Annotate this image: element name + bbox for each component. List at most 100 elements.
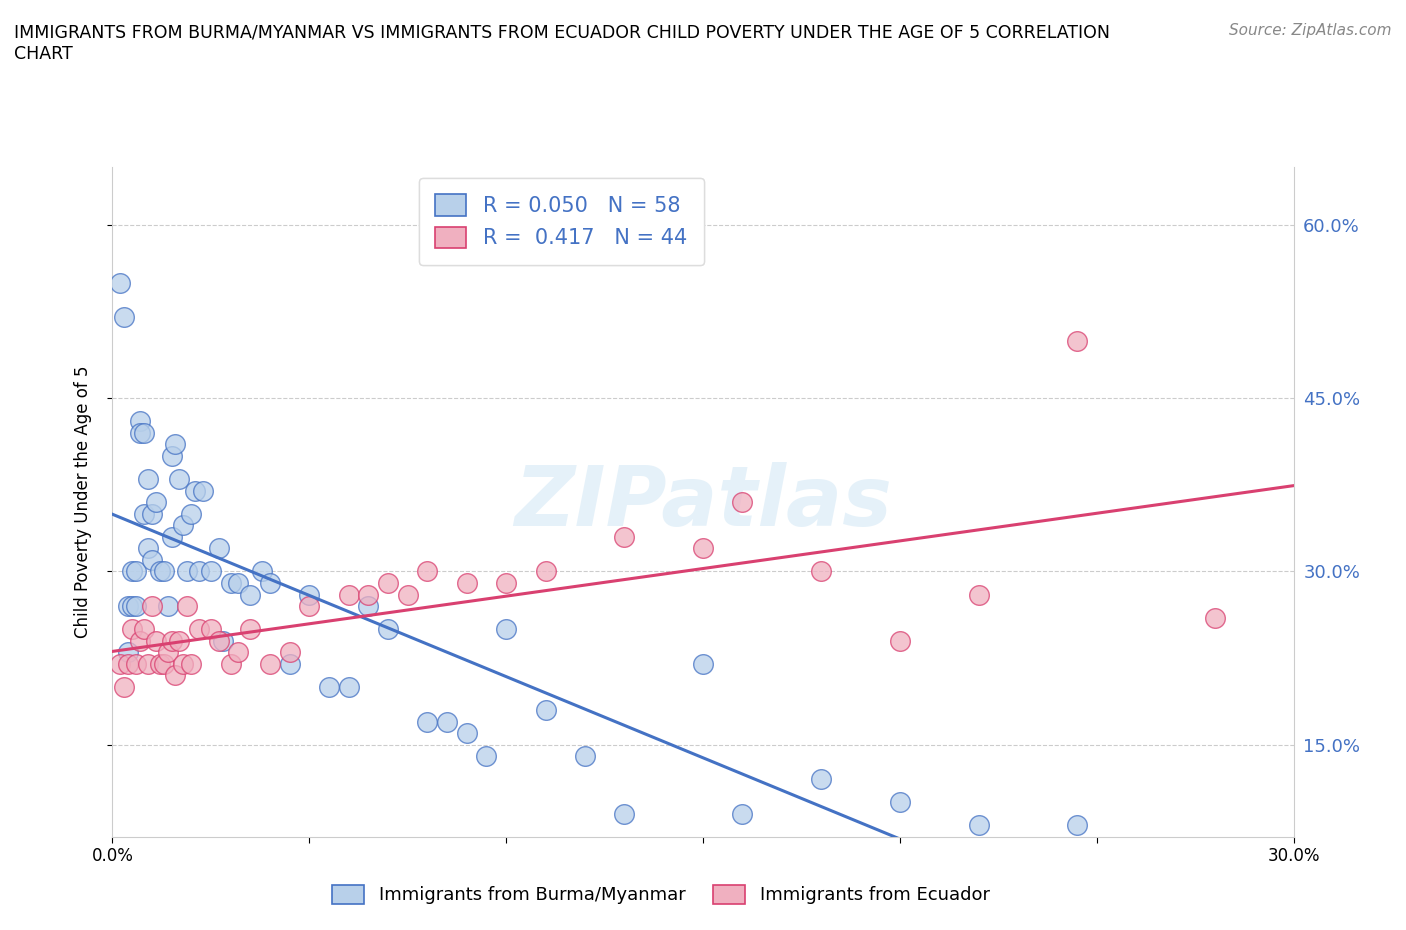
Point xyxy=(165,437,187,452)
Point xyxy=(239,587,262,602)
Point xyxy=(110,275,132,290)
Point xyxy=(125,657,148,671)
Point xyxy=(692,541,714,556)
Point xyxy=(121,622,143,637)
Point xyxy=(967,818,990,833)
Text: CHART: CHART xyxy=(14,45,73,62)
Point xyxy=(377,622,399,637)
Point xyxy=(1204,610,1226,625)
Point xyxy=(188,564,211,578)
Point xyxy=(156,644,179,659)
Point xyxy=(165,668,187,683)
Point xyxy=(357,599,380,614)
Point xyxy=(495,622,517,637)
Point xyxy=(156,599,179,614)
Point xyxy=(228,576,250,591)
Point xyxy=(169,472,191,486)
Point xyxy=(889,633,911,648)
Point xyxy=(132,506,155,521)
Point xyxy=(228,644,250,659)
Point xyxy=(152,564,174,578)
Point xyxy=(396,587,419,602)
Point xyxy=(129,633,152,648)
Point xyxy=(125,564,148,578)
Point xyxy=(211,633,233,648)
Point xyxy=(574,749,596,764)
Point xyxy=(136,472,159,486)
Point xyxy=(239,622,262,637)
Point xyxy=(184,484,207,498)
Point xyxy=(357,587,380,602)
Legend: Immigrants from Burma/Myanmar, Immigrants from Ecuador: Immigrants from Burma/Myanmar, Immigrant… xyxy=(325,878,997,911)
Point xyxy=(613,806,636,821)
Point xyxy=(141,599,163,614)
Point xyxy=(377,576,399,591)
Point xyxy=(1066,333,1088,348)
Point xyxy=(188,622,211,637)
Point xyxy=(208,541,231,556)
Point xyxy=(117,644,139,659)
Point xyxy=(337,587,360,602)
Point xyxy=(136,541,159,556)
Point xyxy=(121,599,143,614)
Point xyxy=(318,680,340,695)
Point xyxy=(889,795,911,810)
Point xyxy=(259,576,281,591)
Point xyxy=(152,657,174,671)
Point xyxy=(110,657,132,671)
Point xyxy=(160,448,183,463)
Point xyxy=(456,725,478,740)
Point xyxy=(129,426,152,441)
Legend: R = 0.050   N = 58, R =  0.417   N = 44: R = 0.050 N = 58, R = 0.417 N = 44 xyxy=(419,178,704,265)
Point xyxy=(278,644,301,659)
Point xyxy=(337,680,360,695)
Point xyxy=(132,426,155,441)
Point xyxy=(416,564,439,578)
Point xyxy=(278,657,301,671)
Point xyxy=(259,657,281,671)
Point xyxy=(172,657,194,671)
Point xyxy=(117,657,139,671)
Point xyxy=(200,564,222,578)
Point xyxy=(149,657,172,671)
Point xyxy=(495,576,517,591)
Point xyxy=(416,714,439,729)
Point xyxy=(298,599,321,614)
Point xyxy=(141,506,163,521)
Point xyxy=(160,633,183,648)
Point xyxy=(121,564,143,578)
Point xyxy=(180,657,202,671)
Point xyxy=(125,599,148,614)
Point xyxy=(1066,818,1088,833)
Point xyxy=(191,484,214,498)
Point xyxy=(219,657,242,671)
Point xyxy=(172,518,194,533)
Point xyxy=(298,587,321,602)
Point xyxy=(731,495,754,510)
Point xyxy=(810,564,832,578)
Point xyxy=(219,576,242,591)
Point xyxy=(176,599,198,614)
Point xyxy=(475,749,498,764)
Point xyxy=(136,657,159,671)
Point xyxy=(176,564,198,578)
Point xyxy=(534,564,557,578)
Text: Source: ZipAtlas.com: Source: ZipAtlas.com xyxy=(1229,23,1392,38)
Y-axis label: Child Poverty Under the Age of 5: Child Poverty Under the Age of 5 xyxy=(73,365,91,639)
Point xyxy=(200,622,222,637)
Point xyxy=(534,702,557,717)
Point xyxy=(810,772,832,787)
Point xyxy=(112,310,135,325)
Point xyxy=(208,633,231,648)
Point xyxy=(692,657,714,671)
Point xyxy=(129,414,152,429)
Text: IMMIGRANTS FROM BURMA/MYANMAR VS IMMIGRANTS FROM ECUADOR CHILD POVERTY UNDER THE: IMMIGRANTS FROM BURMA/MYANMAR VS IMMIGRA… xyxy=(14,23,1111,41)
Point xyxy=(613,529,636,544)
Point xyxy=(967,587,990,602)
Point xyxy=(731,806,754,821)
Point xyxy=(180,506,202,521)
Point xyxy=(141,552,163,567)
Point xyxy=(117,599,139,614)
Point xyxy=(145,633,167,648)
Point xyxy=(456,576,478,591)
